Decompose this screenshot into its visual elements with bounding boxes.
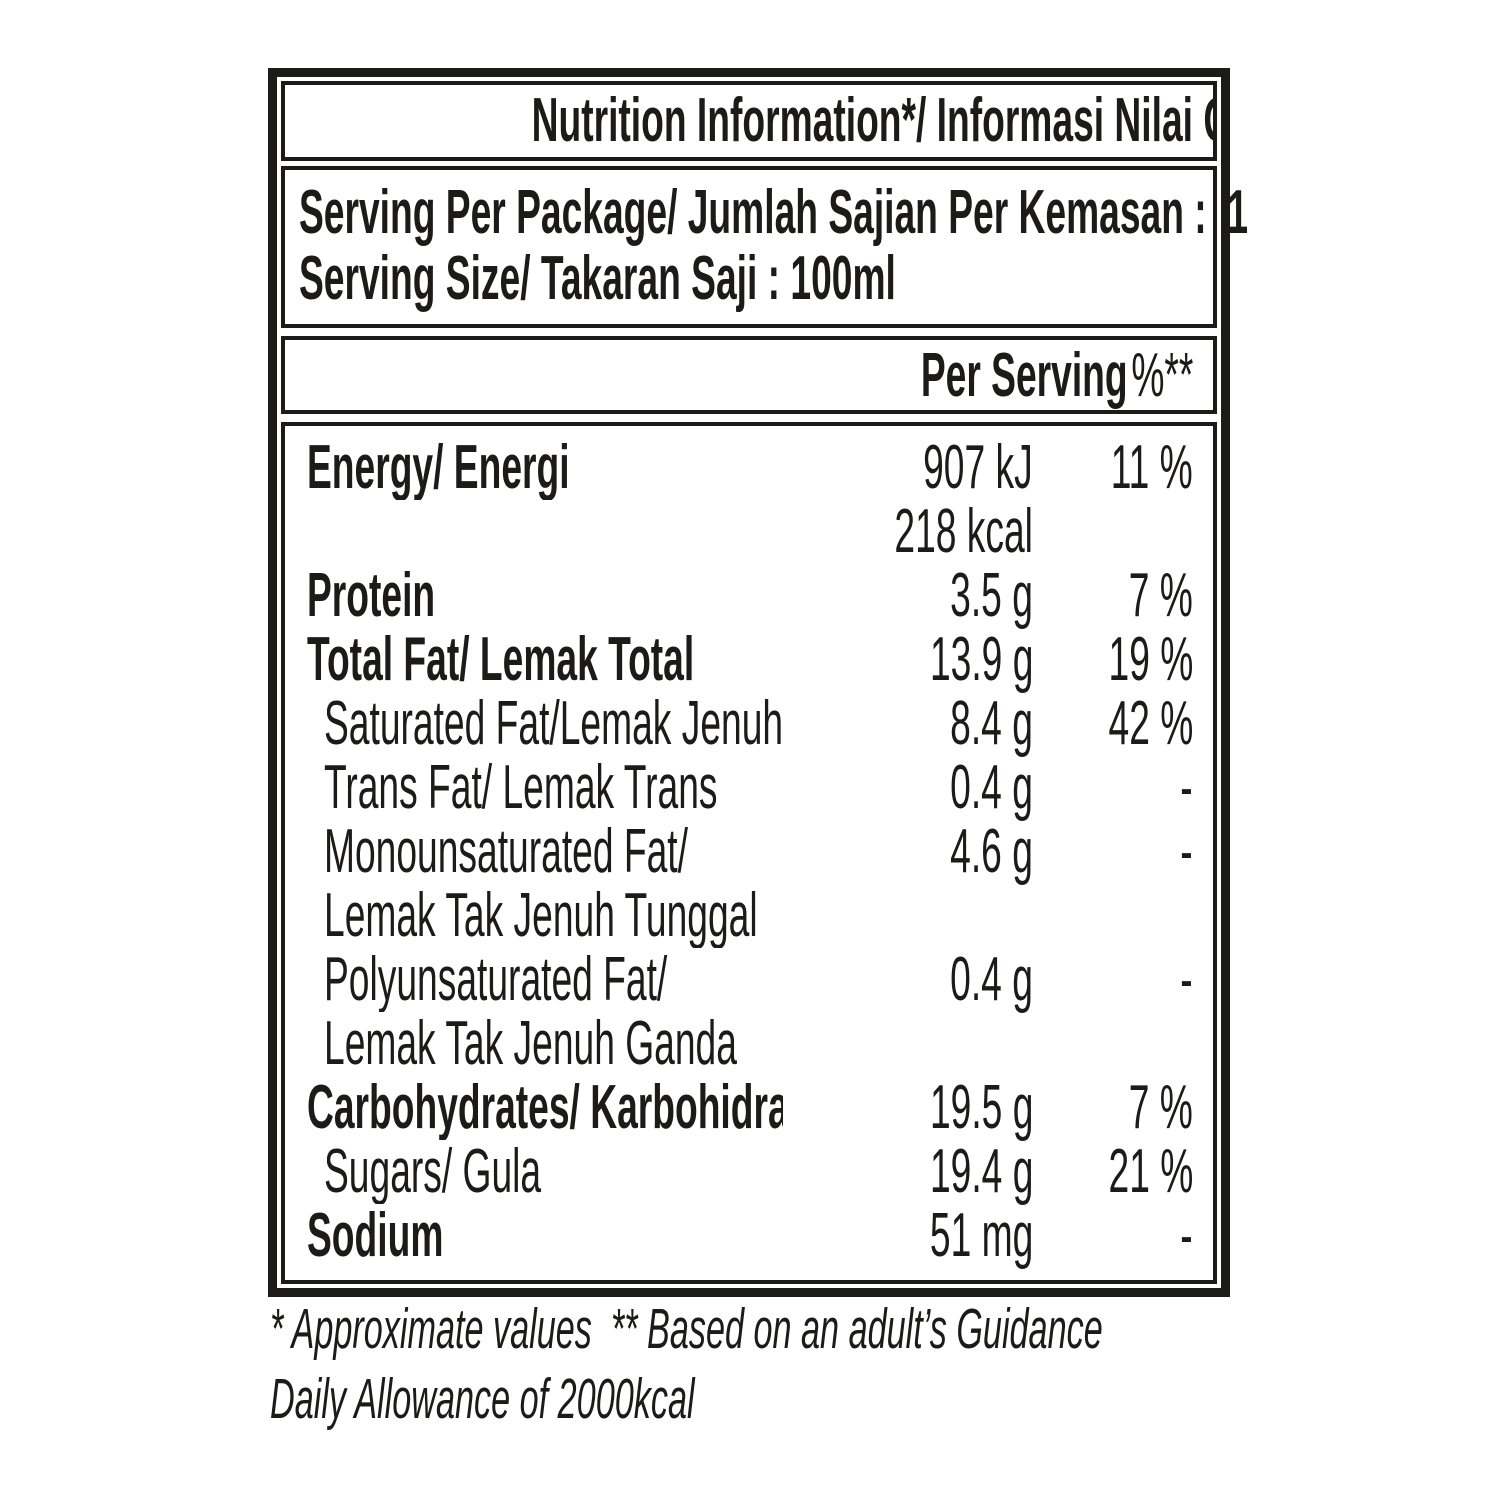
nutrition-label: Nutrition Information*/ Informasi Nilai … [268,68,1249,1297]
nutrient-label: Sugars/ Gula [324,1140,542,1204]
table-row-saturated-fat: Saturated Fat/Lemak Jenuh 8.4 g 42 % [307,692,1193,756]
nutrient-label: Sodium [307,1204,444,1268]
nutrient-percent: 7 % [1128,1073,1193,1142]
nutrient-percent: 42 % [1108,689,1193,758]
table-row-trans-fat: Trans Fat/ Lemak Trans 0.4 g - [307,756,1193,820]
nutrient-label: Protein [307,564,436,628]
serving-info-box: Serving Per Package/ Jumlah Sajian Per K… [281,166,1249,328]
table-row-total-fat: Total Fat/ Lemak Total 13.9 g 19 % [307,628,1193,692]
nutrient-amount [783,884,1033,948]
nutrition-table: Energy/ Energi 907 kJ 11 % 218 kcal Prot… [281,422,1217,1284]
nutrient-amount [783,1012,1033,1076]
label-title-box: Nutrition Information*/ Informasi Nilai … [281,81,1217,161]
nutrient-percent: - [1180,817,1193,886]
nutrient-percent: 19 % [1108,625,1193,694]
nutrient-label: Trans Fat/ Lemak Trans [324,756,718,820]
nutrient-amount: 0.4 g [950,753,1033,822]
nutrient-amount: 218 kcal [894,497,1033,566]
table-row-energy-kcal: 218 kcal [307,500,1193,564]
nutrient-amount: 13.9 g [929,625,1033,694]
nutrient-amount: 4.6 g [950,817,1033,886]
table-row-carbohydrates: Carbohydrates/ Karbohidrate 19.5 g 7 % [307,1076,1193,1140]
serving-per-package: Serving Per Package/ Jumlah Sajian Per K… [299,178,1249,247]
nutrient-amount: 19.4 g [929,1137,1033,1206]
nutrient-amount: 19.5 g [929,1073,1033,1142]
nutrient-percent: - [1180,1201,1193,1270]
nutrient-percent: 11 % [1110,433,1193,502]
nutrient-label: Lemak Tak Jenuh Ganda [324,1012,737,1076]
nutrient-percent: 7 % [1128,561,1193,630]
nutrient-amount: 8.4 g [950,689,1033,758]
label-title: Nutrition Information*/ Informasi Nilai … [531,86,1217,155]
footnote-line-2: Daily Allowance of 2000kcal [270,1367,695,1431]
nutrient-amount: 0.4 g [950,945,1033,1014]
table-row-monounsaturated-fat: Monounsaturated Fat/ 4.6 g - [307,820,1193,884]
nutrient-label [307,500,783,564]
nutrient-amount: 51 mg [929,1201,1033,1270]
serving-size: Serving Size/ Takaran Saji : 100ml [299,244,896,313]
table-row-polyunsaturated-fat: Polyunsaturated Fat/ 0.4 g - [307,948,1193,1012]
nutrient-amount: 3.5 g [950,561,1033,630]
table-row-polyunsaturated-fat-id: Lemak Tak Jenuh Ganda [307,1012,1193,1076]
nutrient-label: Lemak Tak Jenuh Tunggal [324,884,758,948]
table-row-sugars: Sugars/ Gula 19.4 g 21 % [307,1140,1193,1204]
table-row-protein: Protein 3.5 g 7 % [307,564,1193,628]
nutrient-amount: 907 kJ [923,433,1033,502]
nutrient-label: Monounsaturated Fat/ [324,820,688,884]
column-header-row: Per Serving %** [281,336,1217,414]
column-header-percent: %** [1130,340,1193,410]
nutrient-percent: - [1180,753,1193,822]
table-row-sodium: Sodium 51 mg - [307,1204,1193,1268]
nutrient-label: Carbohydrates/ Karbohidrate [307,1076,783,1140]
nutrient-percent [1033,884,1193,948]
table-row-energy: Energy/ Energi 907 kJ 11 % [307,436,1193,500]
table-row-monounsaturated-fat-id: Lemak Tak Jenuh Tunggal [307,884,1193,948]
nutrient-percent: - [1180,945,1193,1014]
nutrient-label: Total Fat/ Lemak Total [307,628,695,692]
nutrient-label: Polyunsaturated Fat/ [324,948,668,1012]
nutrient-percent [1033,500,1193,564]
nutrient-percent: 21 % [1108,1137,1193,1206]
footnote: * Approximate values ** Based on an adul… [270,1294,1330,1434]
footnote-line-1: * Approximate values ** Based on an adul… [270,1297,1103,1361]
nutrient-label: Saturated Fat/Lemak Jenuh [324,692,783,756]
nutrient-percent [1033,1012,1193,1076]
column-header-per-serving: Per Serving [920,340,1128,410]
nutrient-label: Energy/ Energi [307,436,570,500]
